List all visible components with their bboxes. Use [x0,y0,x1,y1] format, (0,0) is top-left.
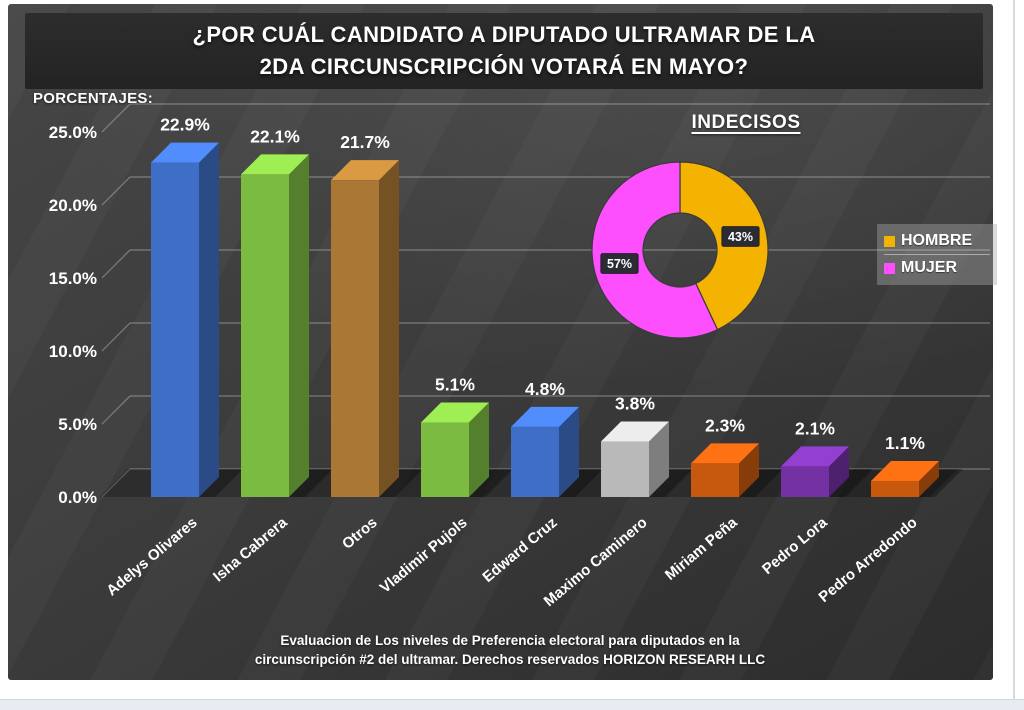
legend-swatch-hombre [884,235,895,247]
legend-swatch-mujer [884,262,895,274]
legend: HOMBRE MUJER [877,224,997,285]
chart-panel: ¿POR CUÁL CANDIDATO A DIPUTADO ULTRAMAR … [8,4,997,680]
legend-label-mujer: MUJER [901,259,958,276]
photo-bottom-strip [0,699,1024,710]
legend-item-mujer: MUJER [884,256,990,280]
legend-divider [884,254,990,255]
legend-label-hombre: HOMBRE [901,232,973,249]
donut-title: INDECISOS [691,112,801,133]
chart-title: ¿POR CUÁL CANDIDATO A DIPUTADO ULTRAMAR … [192,22,816,79]
y-axis-title: PORCENTAJES: [33,90,154,107]
footer-note: Evaluacion de Los niveles de Preferencia… [254,633,766,667]
photo-edge-line [1013,0,1015,709]
legend-item-hombre: HOMBRE [884,229,990,253]
chart-title-band: ¿POR CUÁL CANDIDATO A DIPUTADO ULTRAMAR … [25,13,983,89]
